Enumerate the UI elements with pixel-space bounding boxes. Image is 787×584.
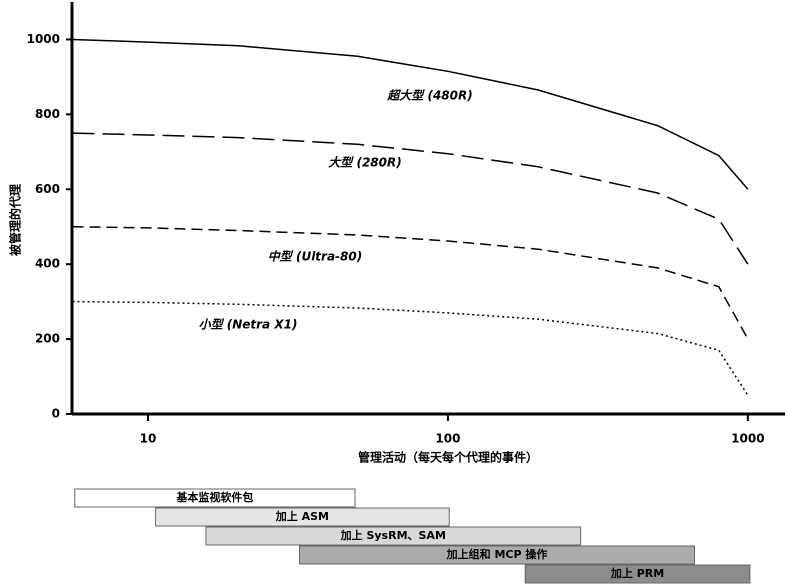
package-bar <box>74 488 356 508</box>
y-tick-label: 200 <box>35 332 60 346</box>
series-label: 大型 (280R) <box>328 156 401 170</box>
package-bar <box>205 526 582 546</box>
package-label: 加上组和 MCP 操作 <box>446 547 548 561</box>
package-bar <box>299 545 696 565</box>
series-line <box>72 132 749 265</box>
package-label: 加上 SysRM、SAM <box>340 528 446 542</box>
y-tick-label: 0 <box>52 407 60 421</box>
y-tick-label: 1000 <box>27 32 60 46</box>
series-line <box>72 38 749 190</box>
series-label: 中型 (Ultra-80) <box>268 250 362 264</box>
package-bar <box>155 507 450 527</box>
package-label: 加上 ASM <box>275 509 329 523</box>
x-axis-label: 管理活动（每天每个代理的事件） <box>358 450 538 465</box>
series-label: 超大型 (480R) <box>386 89 472 103</box>
y-axis-label: 被管理的代理 <box>8 184 23 256</box>
series-line <box>72 225 749 340</box>
y-tick-label: 600 <box>35 182 60 196</box>
x-tick-label: 100 <box>435 432 460 446</box>
x-tick-label: 1000 <box>731 432 764 446</box>
package-bar <box>524 564 751 584</box>
series-line <box>72 300 749 396</box>
y-tick-label: 400 <box>35 257 60 271</box>
package-label: 基本监视软件包 <box>175 490 253 504</box>
y-tick-label: 800 <box>35 107 60 121</box>
x-tick-label: 10 <box>140 432 157 446</box>
package-label: 加上 PRM <box>610 566 664 580</box>
series-label: 小型 (Netra X1) <box>199 318 298 332</box>
